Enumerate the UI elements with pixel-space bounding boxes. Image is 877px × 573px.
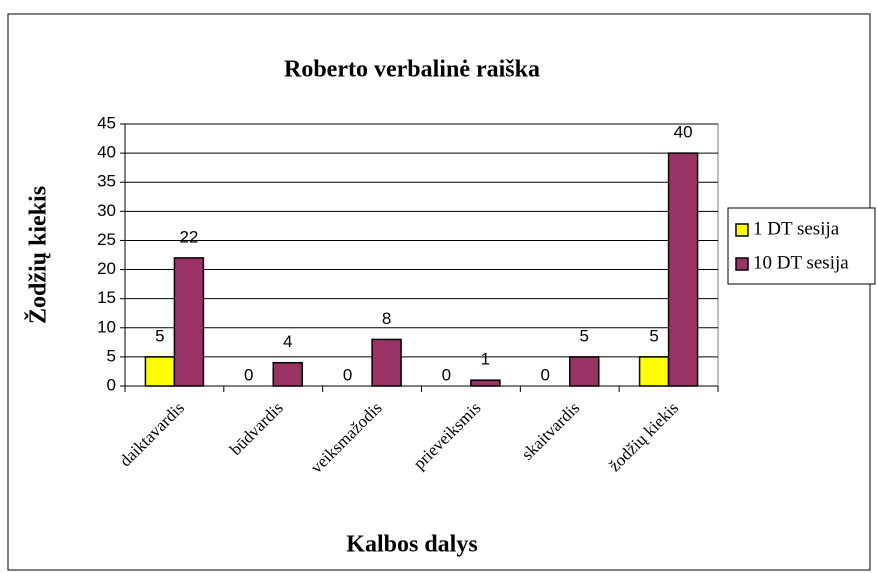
legend-label: 1 DT sesija [753, 218, 840, 239]
bar [144, 356, 176, 387]
value-label: 8 [382, 309, 391, 328]
value-label: 0 [541, 365, 550, 384]
value-label: 0 [442, 365, 451, 384]
value-label: 4 [283, 332, 292, 351]
y-axis-label: Žodžių kiekis [25, 186, 52, 324]
bar [667, 152, 699, 387]
bar [638, 356, 670, 387]
value-label: 0 [244, 365, 253, 384]
value-label: 0 [343, 365, 352, 384]
y-tick-label: 20 [97, 259, 116, 278]
value-label: 5 [155, 326, 164, 345]
y-tick-label: 0 [107, 375, 116, 394]
legend-swatch [735, 257, 749, 271]
y-tick-label: 25 [97, 230, 116, 249]
bar [173, 257, 205, 387]
y-tick-label: 40 [97, 143, 116, 162]
bar [569, 356, 600, 387]
legend-box [727, 207, 876, 285]
legend-label: 10 DT sesija [753, 252, 849, 273]
legend-swatch [735, 223, 749, 237]
bar [470, 379, 501, 387]
y-tick-label: 35 [97, 172, 116, 191]
plot-area [124, 123, 719, 387]
y-tick-label: 10 [97, 317, 116, 336]
chart-title: Roberto verbalinė raiška [284, 57, 540, 83]
value-label: 5 [649, 326, 658, 345]
value-label: 5 [580, 326, 589, 345]
bar [272, 361, 303, 387]
y-tick-label: 15 [97, 288, 116, 307]
y-tick-label: 30 [97, 201, 116, 220]
x-axis-label: Kalbos dalys [346, 532, 477, 558]
y-tick-label: 5 [107, 346, 116, 365]
value-label: 22 [179, 227, 198, 246]
value-label: 40 [674, 123, 693, 142]
bar [371, 338, 402, 387]
y-tick-label: 45 [97, 113, 116, 132]
value-label: 1 [481, 350, 490, 369]
